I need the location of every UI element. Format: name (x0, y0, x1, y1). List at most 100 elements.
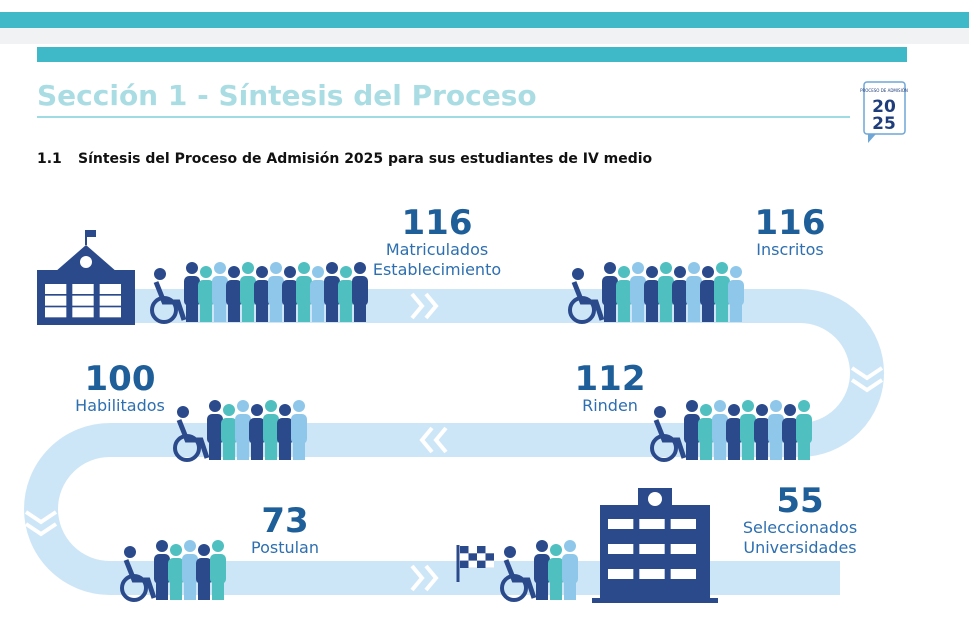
person-body (534, 554, 550, 584)
person-body (291, 414, 307, 444)
person-head (660, 262, 672, 274)
person-body (196, 558, 212, 584)
person-body (235, 414, 251, 444)
flag-check (468, 546, 477, 554)
person-legs (742, 442, 754, 460)
person-body (249, 418, 265, 444)
person-head (550, 544, 562, 556)
person-head (251, 404, 263, 416)
person-body (277, 418, 293, 444)
illustrations (37, 230, 812, 603)
person-legs (242, 304, 254, 322)
building-window (608, 544, 634, 554)
building-window (99, 284, 121, 294)
wheelchair-head (154, 268, 166, 280)
person-head (688, 262, 700, 274)
person-legs (536, 582, 548, 600)
person-body (226, 280, 242, 306)
person-head (536, 540, 548, 552)
person-legs (270, 304, 282, 322)
flag-check (485, 546, 494, 554)
person-head (279, 404, 291, 416)
stage-label: Rinden (582, 396, 638, 415)
person-head (716, 262, 728, 274)
person-body (221, 418, 237, 444)
person-legs (700, 442, 712, 460)
wheelchair-body (176, 419, 210, 459)
building-window (670, 544, 696, 554)
person-body (754, 418, 770, 444)
person-legs (298, 304, 310, 322)
stage-labels: 116MatriculadosEstablecimiento116Inscrit… (75, 203, 857, 557)
person-head (156, 540, 168, 552)
stage-label: Inscritos (756, 240, 823, 259)
person-legs (186, 304, 198, 322)
stage-number: 116 (402, 203, 473, 243)
section-title: Síntesis del Proceso de Admisión 2025 pa… (78, 151, 653, 167)
person-legs (354, 304, 366, 322)
person-legs (170, 582, 182, 600)
person-body (268, 276, 284, 306)
wheelchair-body (653, 419, 687, 459)
flag-check (460, 553, 469, 561)
person-body (184, 276, 200, 306)
logo-frame (863, 81, 906, 135)
person-body (240, 276, 256, 306)
person-body (182, 554, 198, 584)
flag-check (477, 553, 486, 561)
person-head (354, 262, 366, 274)
person-head (200, 266, 212, 278)
wheelchair-head (572, 268, 584, 280)
wheelchair-head (504, 546, 516, 558)
person-legs (312, 304, 324, 322)
person-legs (714, 442, 726, 460)
person-legs (223, 442, 235, 460)
chevrons (24, 292, 884, 592)
stage-label: Matriculados (386, 240, 488, 259)
section-number: 1.1 (37, 151, 62, 167)
university-base (592, 598, 718, 603)
person-head (184, 540, 196, 552)
person-head (293, 400, 305, 412)
building-window (99, 307, 121, 318)
person-legs (251, 442, 263, 460)
person-head (284, 266, 296, 278)
wheelchair-body (153, 281, 187, 321)
person-body (282, 280, 298, 306)
building-window (608, 569, 634, 579)
person-head (198, 544, 210, 556)
person-head (618, 266, 630, 278)
person-body (686, 276, 702, 306)
person-legs (798, 442, 810, 460)
person-head (632, 262, 644, 274)
person-body (548, 558, 564, 584)
person-legs (156, 582, 168, 600)
person-head (242, 262, 254, 274)
wheelchair-body (571, 281, 605, 321)
wheelchair-head (654, 406, 666, 418)
person-head (228, 266, 240, 278)
person-body (782, 418, 798, 444)
person-legs (198, 582, 210, 600)
person-legs (550, 582, 562, 600)
person-head (298, 262, 310, 274)
stage-label: Seleccionados (743, 518, 857, 537)
person-legs (784, 442, 796, 460)
person-legs (674, 304, 686, 322)
person-head (564, 540, 576, 552)
top-band (0, 28, 969, 44)
stage-label: Universidades (743, 538, 856, 557)
person-head (340, 266, 352, 278)
stage-label: Habilitados (75, 396, 165, 415)
person-body (768, 414, 784, 444)
person-legs (209, 442, 221, 460)
building-window (45, 284, 67, 294)
person-head (209, 400, 221, 412)
person-body (324, 276, 340, 306)
person-body (198, 280, 214, 306)
school-clock (80, 256, 92, 268)
person-head (265, 400, 277, 412)
person-head (674, 266, 686, 278)
person-body (602, 276, 618, 306)
